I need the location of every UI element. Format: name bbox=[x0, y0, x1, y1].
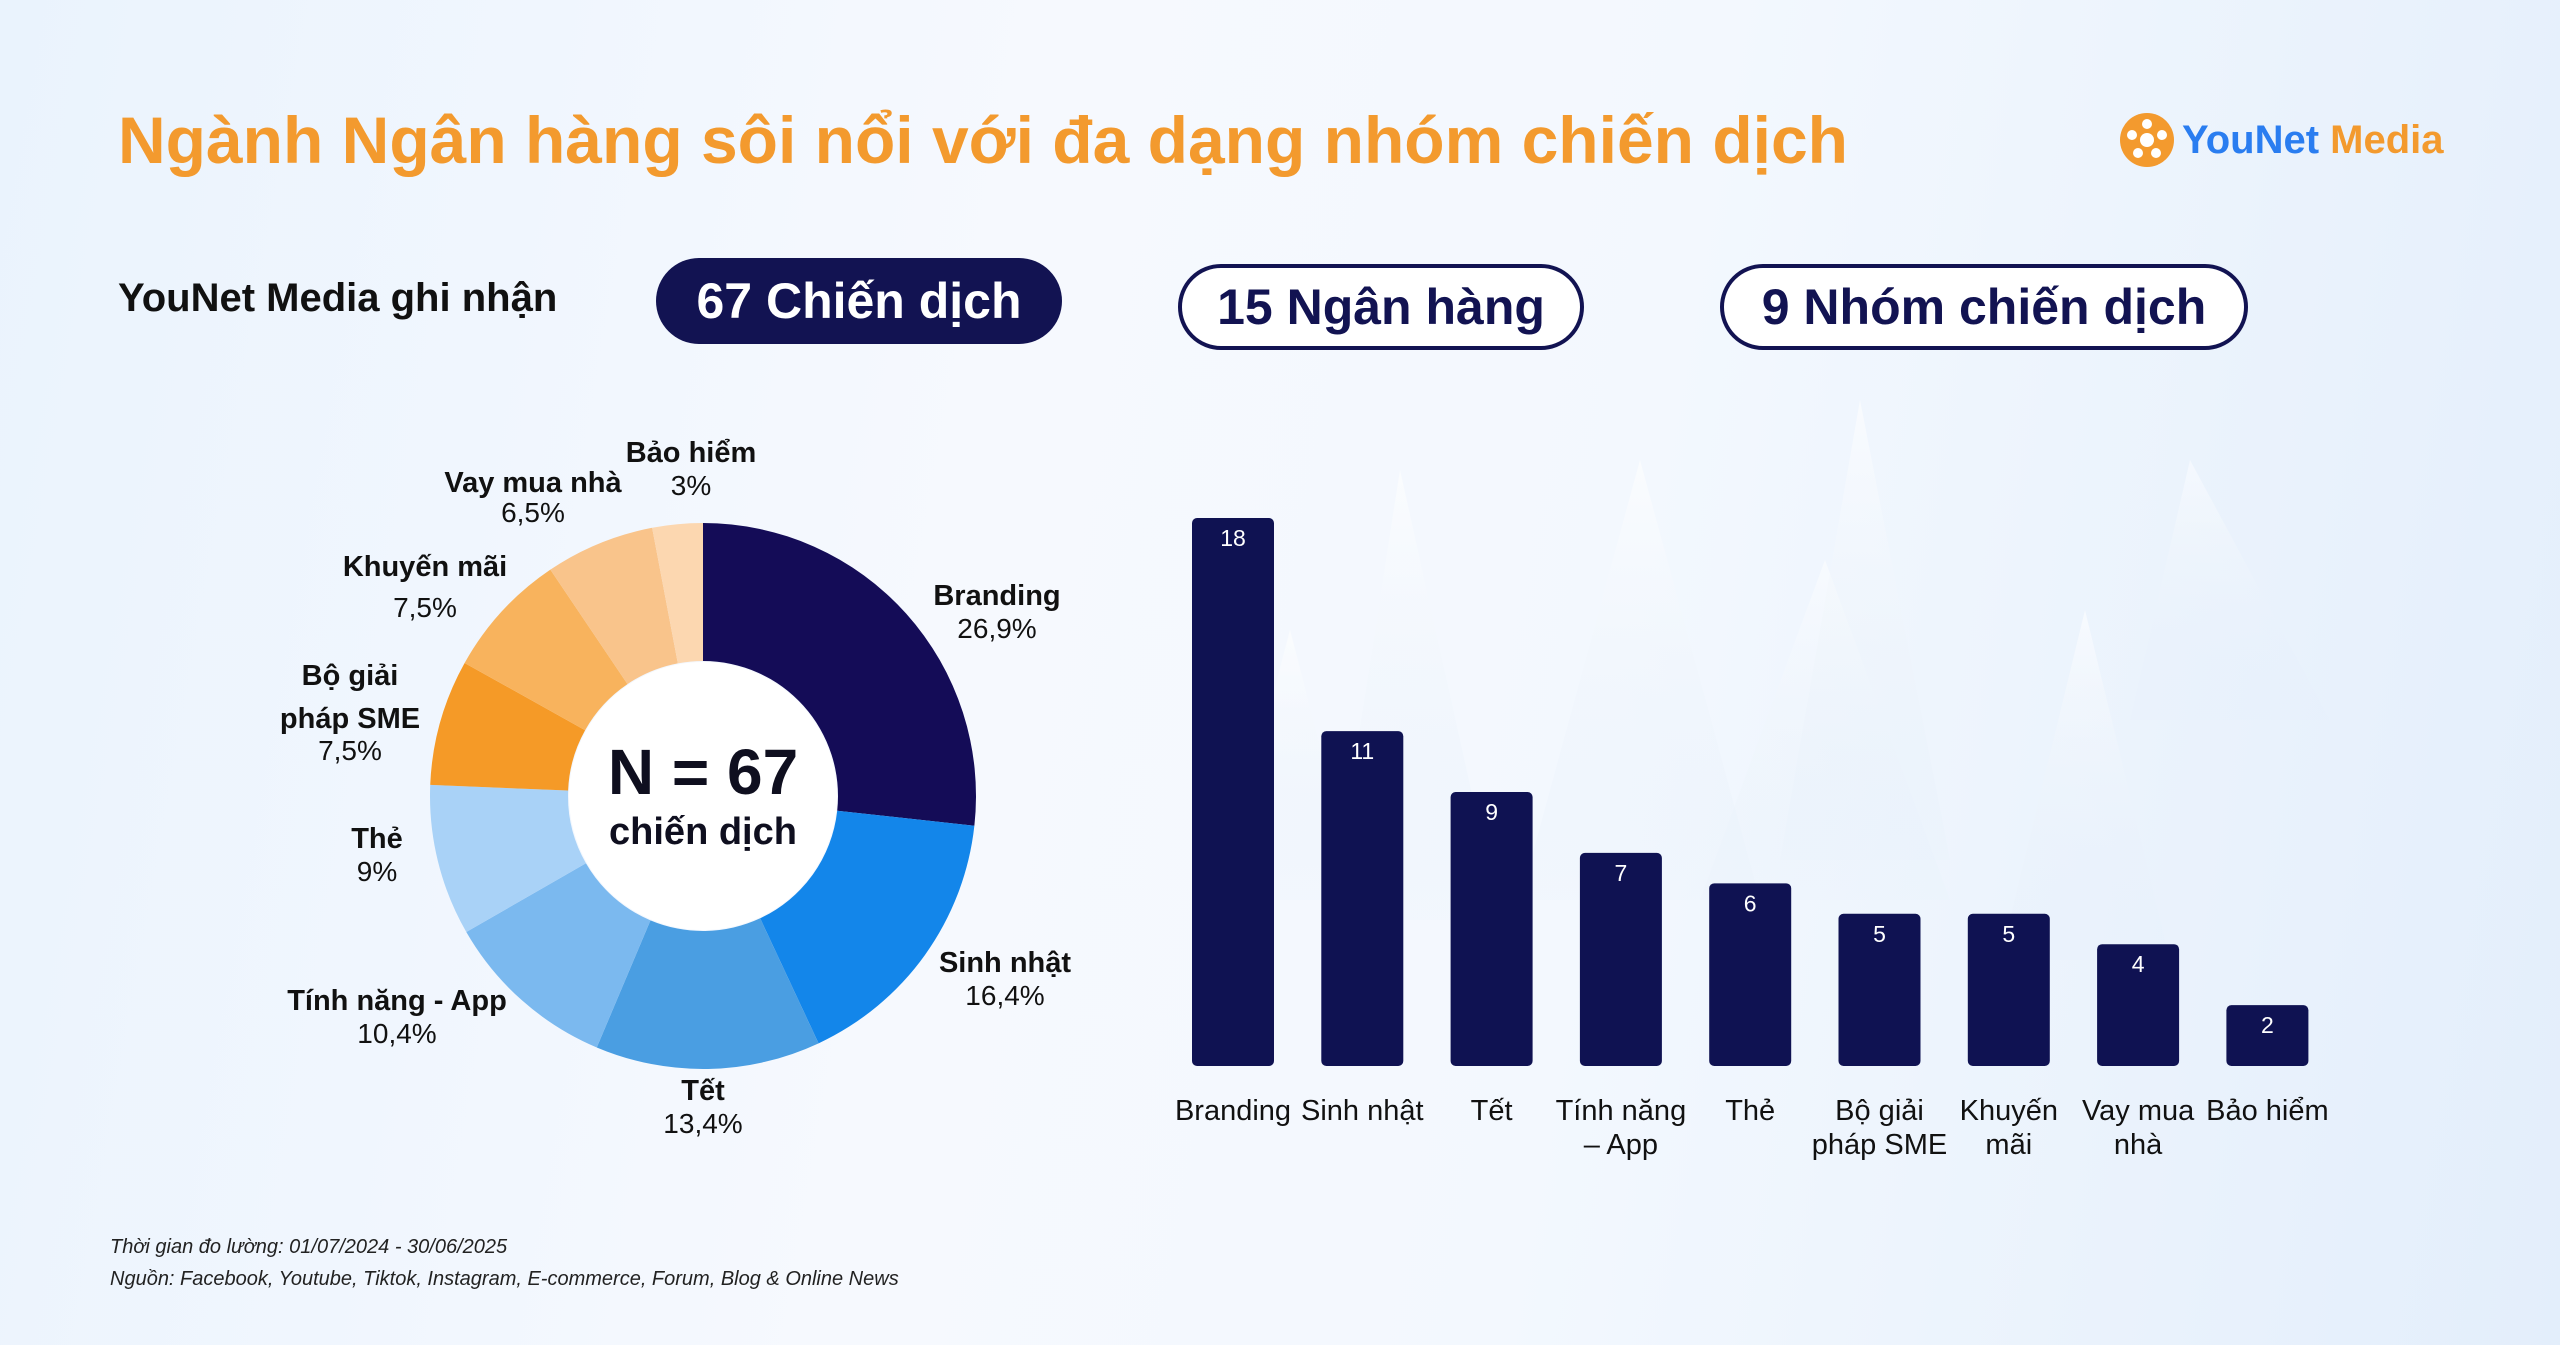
donut-label-bao-hiem: Bảo hiểm bbox=[626, 437, 757, 469]
donut-slice-sinh-nhat bbox=[760, 810, 975, 1044]
bar-value-the: 6 bbox=[1744, 890, 1757, 916]
bar-value-tinh-nang-app: 7 bbox=[1615, 860, 1628, 886]
donut-slice-tet bbox=[596, 918, 819, 1070]
bar-tinh-nang-app bbox=[1579, 852, 1662, 1066]
bar-label-bao-hiem: Bảo hiểm bbox=[2206, 1095, 2329, 1127]
donut-value-bo-giai-phap-sme: 7,5% bbox=[318, 735, 382, 766]
intro-text: YouNet Media ghi nhận bbox=[118, 276, 558, 320]
bar-bao-hiem bbox=[2226, 1005, 2309, 1066]
donut-label-bo-giai-phap-sme: pháp SME bbox=[280, 703, 420, 735]
logo-icon bbox=[2120, 113, 2174, 167]
bar-value-khuyen-mai: 5 bbox=[2002, 921, 2015, 947]
bar-tet bbox=[1450, 792, 1533, 1066]
bar-the bbox=[1709, 883, 1792, 1066]
bar-label-tet: Tết bbox=[1471, 1095, 1513, 1127]
donut-slice-branding bbox=[703, 523, 976, 826]
bar-label-sinh-nhat: Sinh nhật bbox=[1301, 1095, 1424, 1127]
footnote-source: Nguồn: Facebook, Youtube, Tiktok, Instag… bbox=[110, 1268, 899, 1290]
bar-bo-giai-phap-sme bbox=[1838, 913, 1921, 1066]
donut-value-tet: 13,4% bbox=[663, 1108, 742, 1139]
bar-value-vay-mua-nha: 4 bbox=[2132, 951, 2145, 977]
bar-label-vay-mua-nha: nhà bbox=[2114, 1129, 2163, 1161]
donut-label-tet: Tết bbox=[681, 1075, 725, 1107]
logo-text-primary: YouNet bbox=[2182, 117, 2320, 162]
donut-value-branding: 26,9% bbox=[957, 613, 1036, 644]
donut-value-vay-mua-nha: 6,5% bbox=[501, 497, 565, 528]
bar-label-tinh-nang-app: Tính năng bbox=[1556, 1095, 1687, 1127]
campaigns-count-pill: 67 Chiến dịch bbox=[656, 258, 1062, 344]
donut-slice-bao-hiem bbox=[652, 523, 703, 664]
banks-count-pill: 15 Ngân hàng bbox=[1178, 264, 1584, 350]
donut-value-tinh-nang-app: 10,4% bbox=[357, 1018, 436, 1049]
bar-branding bbox=[1192, 518, 1274, 1066]
bar-label-bo-giai-phap-sme: Bộ giải bbox=[1835, 1095, 1924, 1127]
donut-center-label: chiến dịch bbox=[609, 811, 797, 853]
bar-label-khuyen-mai: mãi bbox=[1985, 1129, 2032, 1161]
bar-value-tet: 9 bbox=[1485, 799, 1498, 825]
groups-count-pill: 9 Nhóm chiến dịch bbox=[1720, 264, 2248, 350]
donut-center bbox=[569, 662, 837, 930]
donut-label-tinh-nang-app: Tính năng - App bbox=[287, 985, 507, 1017]
donut-slice-vay-mua-nha bbox=[550, 527, 678, 685]
donut-slice-khuyen-mai bbox=[464, 569, 628, 731]
donut-label-khuyen-mai: Khuyến mãi bbox=[343, 551, 507, 583]
footnote-period: Thời gian đo lường: 01/07/2024 - 30/06/2… bbox=[110, 1236, 508, 1258]
donut-center-value: N = 67 bbox=[608, 736, 798, 808]
donut-value-khuyen-mai: 7,5% bbox=[393, 592, 457, 623]
donut-slice-tinh-nang-app bbox=[466, 863, 651, 1048]
bar-label-branding: Branding bbox=[1175, 1095, 1291, 1127]
bar-label-vay-mua-nha: Vay mua bbox=[2082, 1095, 2195, 1127]
bar-label-khuyen-mai: Khuyến bbox=[1960, 1095, 2058, 1127]
bar-label-tinh-nang-app: – App bbox=[1584, 1129, 1658, 1161]
donut-label-the: Thẻ bbox=[351, 823, 403, 855]
bar-label-the: Thẻ bbox=[1725, 1095, 1775, 1127]
donut-label-bo-giai-phap-sme: Bộ giải bbox=[302, 660, 399, 692]
bar-value-sinh-nhat: 11 bbox=[1350, 738, 1374, 764]
donut-value-the: 9% bbox=[357, 856, 397, 887]
bar-value-branding: 18 bbox=[1220, 525, 1246, 551]
bar-chart: 18 Branding 11 Sinh nhật 9 Tết 7 Tính năng– App… bbox=[1175, 518, 2329, 1161]
logo-text-secondary: Media bbox=[2330, 117, 2444, 162]
bar-label-bo-giai-phap-sme: pháp SME bbox=[1812, 1129, 1947, 1161]
donut-slice-bo-giai-phap-sme bbox=[430, 662, 586, 791]
page-title: Ngành Ngân hàng sôi nổi với đa dạng nhóm… bbox=[118, 103, 1848, 177]
donut-slice-the bbox=[430, 784, 586, 933]
bar-khuyen-mai bbox=[1967, 913, 2050, 1066]
bar-value-bo-giai-phap-sme: 5 bbox=[1873, 921, 1886, 947]
bar-sinh-nhat bbox=[1321, 731, 1404, 1066]
bar-value-bao-hiem: 2 bbox=[2261, 1012, 2274, 1038]
younet-media-logo: YouNet Media bbox=[2118, 110, 2444, 170]
donut-label-branding: Branding bbox=[933, 580, 1060, 612]
donut-label-sinh-nhat: Sinh nhật bbox=[939, 947, 1071, 979]
donut-value-bao-hiem: 3% bbox=[671, 470, 711, 501]
donut-label-vay-mua-nha: Vay mua nhà bbox=[444, 467, 622, 499]
donut-value-sinh-nhat: 16,4% bbox=[965, 980, 1044, 1011]
bar-vay-mua-nha bbox=[2097, 944, 2180, 1066]
